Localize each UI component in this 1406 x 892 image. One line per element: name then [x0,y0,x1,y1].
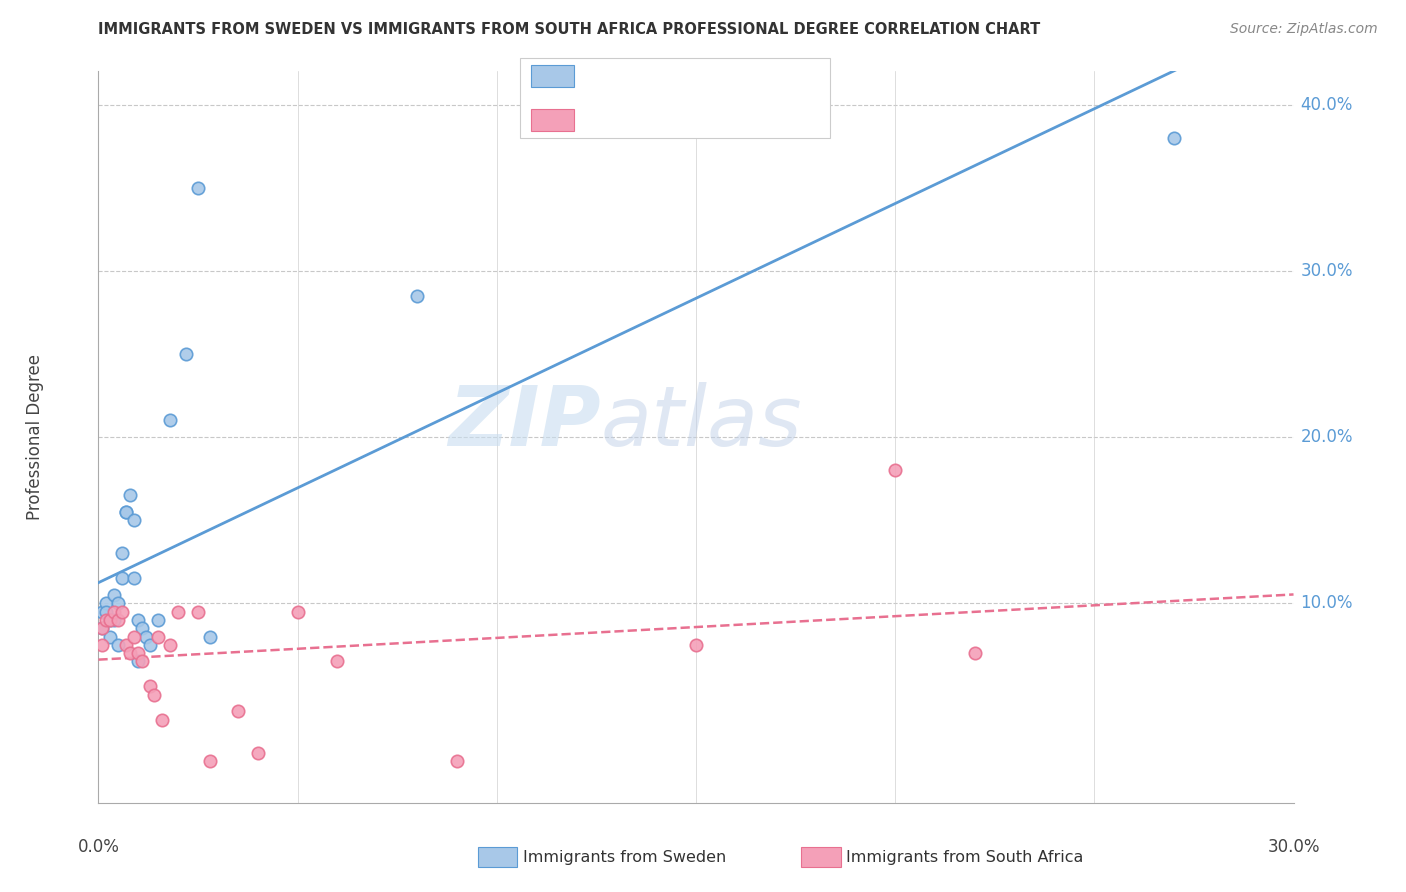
Point [187,605,209,619]
Point [98,613,122,627]
Text: 40.0%: 40.0% [1301,95,1353,113]
Point [139,638,162,652]
Point [187,180,209,194]
Point [159,413,181,427]
Point [96,605,118,619]
Point [326,655,349,669]
Text: Source: ZipAtlas.com: Source: ZipAtlas.com [1230,22,1378,37]
Point [103,613,125,627]
Point [91,621,114,635]
Point [446,754,468,768]
Point [91,621,114,635]
Text: Professional Degree: Professional Degree [27,354,44,520]
Point [111,546,134,560]
Point [167,605,190,619]
Point [143,688,166,702]
Point [127,655,149,669]
Point [135,630,157,644]
Text: R = -0.046   N = 28: R = -0.046 N = 28 [585,111,748,129]
Point [124,571,146,585]
Point [226,705,249,719]
Point [131,621,153,635]
Text: ZIP: ZIP [447,382,600,463]
Point [406,289,429,303]
Point [198,754,221,768]
Text: Immigrants from South Africa: Immigrants from South Africa [846,850,1084,864]
Point [107,613,129,627]
Point [150,713,173,727]
Point [124,630,146,644]
Point [98,613,122,627]
Text: 30.0%: 30.0% [1301,262,1353,280]
Point [115,638,138,652]
Text: 0.0%: 0.0% [77,838,120,856]
Point [107,638,129,652]
Point [91,638,114,652]
Point [124,513,146,527]
Point [127,613,149,627]
Text: R =   0.574   N = 29: R = 0.574 N = 29 [585,67,752,86]
Point [685,638,707,652]
Point [174,347,197,361]
Point [120,488,142,502]
Text: atlas: atlas [600,382,801,463]
Point [111,571,134,585]
Text: 10.0%: 10.0% [1301,594,1353,612]
Point [131,655,153,669]
Point [115,505,138,519]
Text: 20.0%: 20.0% [1301,428,1353,446]
Text: 30.0%: 30.0% [1267,838,1320,856]
Point [127,646,149,660]
Point [115,505,138,519]
Point [287,605,309,619]
Point [1163,131,1185,145]
Point [198,630,221,644]
Point [148,613,170,627]
Text: IMMIGRANTS FROM SWEDEN VS IMMIGRANTS FROM SOUTH AFRICA PROFESSIONAL DEGREE CORRE: IMMIGRANTS FROM SWEDEN VS IMMIGRANTS FRO… [98,22,1040,37]
Point [98,630,122,644]
Text: Immigrants from Sweden: Immigrants from Sweden [523,850,727,864]
Point [148,630,170,644]
Point [963,646,986,660]
Point [120,646,142,660]
Point [159,638,181,652]
Point [139,680,162,694]
Point [91,605,114,619]
Point [246,746,269,760]
Point [111,605,134,619]
Point [103,605,125,619]
Point [103,588,125,602]
Point [96,613,118,627]
Point [884,463,907,477]
Point [96,596,118,610]
Point [107,596,129,610]
